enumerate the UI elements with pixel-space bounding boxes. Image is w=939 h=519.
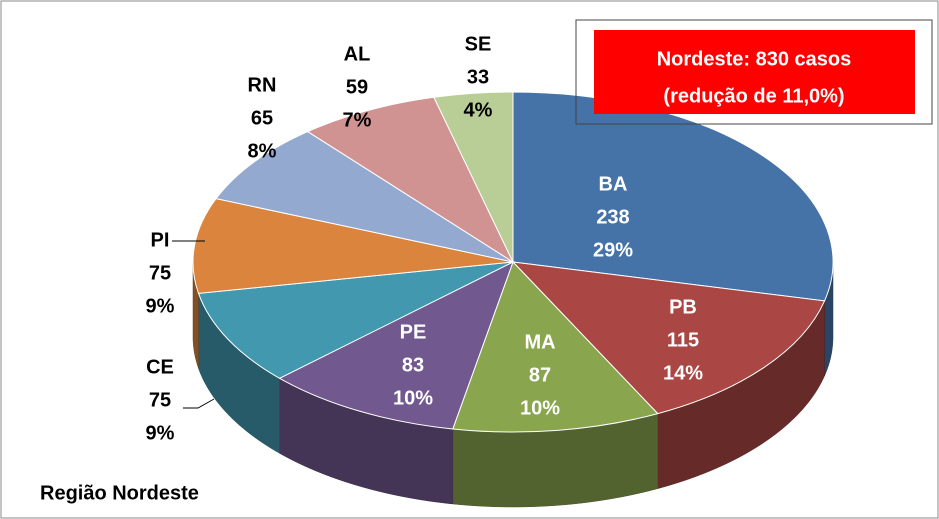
slice-value: 83 — [402, 354, 424, 376]
slice-category: RN — [248, 74, 277, 96]
slice-category: PI — [151, 229, 170, 251]
slice-percent: 14% — [663, 362, 703, 384]
pie-slice — [215, 131, 514, 263]
pie-slice — [433, 91, 514, 263]
pie-slice — [512, 91, 834, 302]
slice-percent: 10% — [520, 397, 560, 419]
slice-value: 33 — [467, 66, 489, 88]
slice-percent: 10% — [393, 387, 433, 409]
slice-percent: 9% — [146, 295, 175, 317]
slice-category: MA — [524, 331, 555, 353]
pie-slice — [192, 198, 514, 294]
slice-percent: 7% — [343, 109, 372, 131]
pie-slice — [306, 96, 515, 264]
chart-title: Nordeste: 830 casos — [657, 48, 852, 70]
slice-category: PB — [669, 296, 697, 318]
slice-percent: 4% — [464, 99, 493, 121]
slice-value: 115 — [667, 329, 699, 351]
slice-value: 59 — [346, 76, 368, 98]
leader-line — [183, 398, 215, 409]
slice-value: 238 — [596, 206, 629, 228]
slice-category: BA — [599, 173, 628, 195]
title-box — [594, 30, 915, 114]
slice-percent: 8% — [248, 140, 277, 162]
slice-value: 75 — [149, 389, 171, 411]
slice-value: 75 — [149, 262, 171, 284]
slice-value: 87 — [529, 364, 551, 386]
slice-category: CE — [146, 356, 174, 378]
pie-slice — [452, 261, 659, 433]
slice-percent: 9% — [146, 422, 175, 444]
footer-label: Região Nordeste — [40, 482, 199, 504]
pie-slice — [197, 261, 514, 379]
title-frame — [575, 19, 933, 125]
slice-category: AL — [344, 43, 371, 65]
slice-value: 65 — [251, 107, 273, 129]
chart-subtitle: (redução de 11,0%) — [663, 85, 844, 107]
pie-slice — [511, 261, 826, 415]
slice-category: SE — [465, 33, 492, 55]
pie-slice — [278, 260, 514, 430]
slice-percent: 29% — [593, 239, 633, 261]
slice-category: PE — [400, 321, 427, 343]
